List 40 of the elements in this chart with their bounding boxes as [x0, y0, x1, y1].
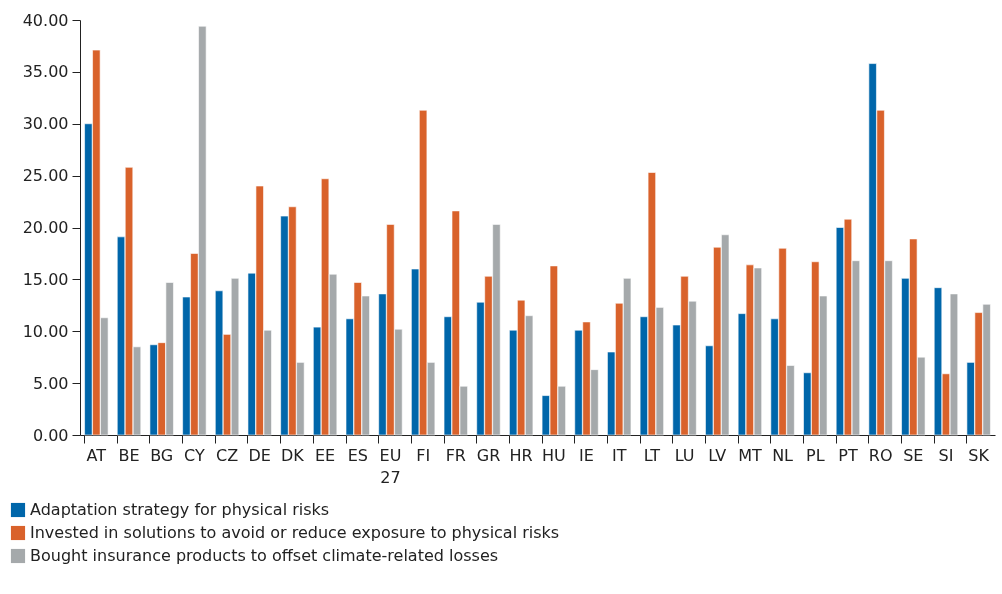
y-tick-label: 10.00 [22, 321, 69, 341]
x-tick-label: IT [611, 445, 627, 465]
y-tick-label: 40.00 [22, 10, 69, 30]
x-tick-label: FI [416, 445, 431, 465]
y-tick-label: 15.00 [22, 269, 69, 289]
x-tick-label: CZ [215, 445, 239, 465]
y-tick-label: 35.00 [22, 62, 69, 82]
x-tick-label: HR [509, 445, 533, 465]
x-tick-label: GR [476, 445, 501, 465]
x-tick-label: RO [868, 445, 893, 465]
y-tick-label: 25.00 [22, 166, 69, 186]
x-tick-label: EU 27 [379, 445, 402, 487]
x-tick-label: FR [445, 445, 466, 465]
x-tick-label: ES [347, 445, 368, 465]
legend-label: Bought insurance products to offset climate-related losses [30, 546, 499, 565]
y-tick-label: 30.00 [22, 114, 69, 134]
x-tick-label: AT [86, 445, 107, 465]
y-tick-label: 20.00 [22, 218, 69, 237]
x-tick-label: LU [674, 445, 695, 465]
x-tick-label: LV [708, 445, 727, 465]
x-tick-label: HU [541, 445, 566, 465]
x-tick-label: SE [903, 445, 924, 465]
x-tick-label: IE [579, 445, 594, 465]
x-tick-label: LT [643, 445, 661, 465]
legend-label: Invested in solutions to avoid or reduce exposure to physical risks [30, 523, 560, 542]
x-tick-label: SK [968, 445, 990, 465]
x-tick-label: DK [281, 445, 305, 465]
x-tick-label: BG [150, 445, 174, 465]
x-tick-label: MT [738, 445, 762, 465]
y-tick-label: 5.00 [32, 373, 69, 393]
x-tick-label: NL [772, 445, 794, 465]
y-tick-label: 0.00 [32, 425, 69, 445]
x-tick-label: DE [248, 445, 271, 465]
legend-label: Adaptation strategy for physical risks [30, 500, 330, 519]
x-tick-label: BE [118, 445, 140, 465]
x-tick-label: CY [184, 445, 205, 465]
x-tick-label: EE [314, 445, 336, 465]
x-tick-label: SI [938, 445, 954, 465]
x-tick-label: PT [838, 445, 858, 465]
x-tick-label: PL [805, 445, 825, 465]
